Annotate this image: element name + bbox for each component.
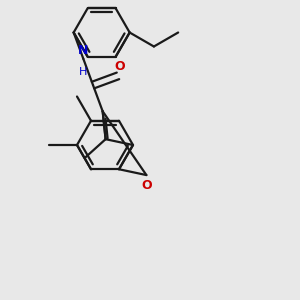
Text: O: O: [115, 60, 125, 73]
Text: H: H: [79, 67, 88, 77]
Text: O: O: [141, 179, 152, 192]
Text: N: N: [78, 44, 88, 57]
